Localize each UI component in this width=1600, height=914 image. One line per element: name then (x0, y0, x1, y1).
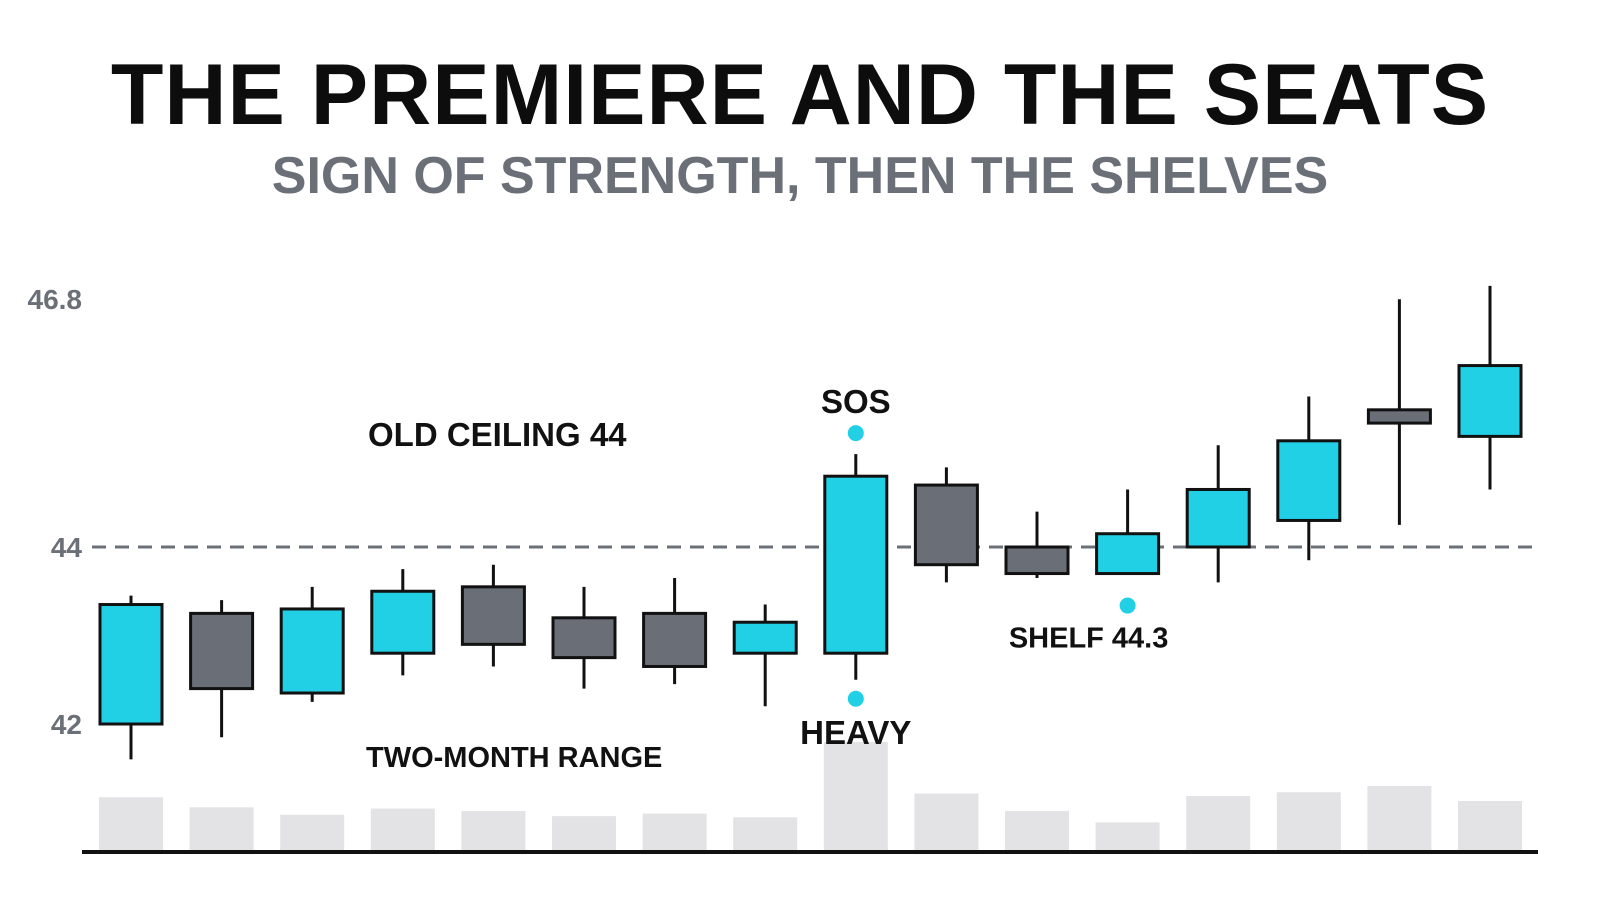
volume-bar (280, 814, 345, 850)
candles (98, 285, 1523, 760)
candle-body (370, 589, 436, 655)
reference-line-label: OLD CEILING 44 (368, 416, 627, 453)
candle (98, 595, 164, 760)
marker-dot (847, 425, 864, 442)
candle (1366, 299, 1432, 525)
volume-bar (1005, 811, 1069, 850)
volume-bar (461, 811, 526, 850)
candle-body (1185, 487, 1251, 549)
volume-bar (370, 808, 435, 850)
annotation-label: SHELF 44.3 (1009, 623, 1169, 655)
candle (1185, 445, 1251, 583)
candle (732, 604, 798, 707)
candle-body (1004, 545, 1070, 576)
candle (1276, 396, 1342, 561)
candle (642, 577, 708, 685)
y-axis-ticks: 42 44 46.8 (28, 284, 83, 740)
volume-bar (189, 807, 254, 850)
candle (370, 569, 436, 676)
candle-body (642, 611, 708, 668)
volume-bar (1367, 785, 1432, 850)
candle (189, 600, 255, 738)
volume-bar (1186, 796, 1251, 850)
candle-body (823, 474, 889, 655)
candle (551, 586, 617, 689)
annotation-label: SOS (821, 383, 891, 420)
candle (1095, 489, 1161, 576)
volume-bar (914, 793, 979, 850)
candle-body (460, 585, 526, 646)
volume-bar (1458, 801, 1522, 850)
candle-body (1457, 364, 1523, 438)
candle-body (1276, 439, 1342, 522)
volume-bar (552, 816, 616, 850)
candle (460, 564, 526, 667)
annotation-label: HEAVY (800, 714, 911, 751)
marker-dot (1119, 597, 1136, 614)
candle-body (1095, 532, 1161, 576)
candle-body (732, 620, 798, 655)
volume-bar (823, 742, 888, 850)
range-label: TWO-MONTH RANGE (366, 742, 662, 774)
annotations: OLD CEILING 44 SOS HEAVY SHELF 44.3 TWO-MONT… (366, 383, 1168, 774)
marker-dot (847, 690, 864, 707)
volume-bar (642, 813, 707, 850)
candle-body (913, 483, 979, 567)
volume-bar (99, 797, 163, 850)
candle (1004, 511, 1070, 578)
candle (913, 467, 979, 583)
chart-title: THE PREMIERE AND THE SEATS (110, 47, 1490, 143)
volume-bars (99, 742, 1522, 850)
volume-bar (1095, 822, 1160, 850)
candle-body (189, 611, 255, 691)
candle-body (98, 603, 164, 726)
volume-bar (733, 817, 798, 850)
candle-body (279, 607, 345, 695)
y-tick-label: 42 (51, 709, 82, 740)
volume-bar (1276, 792, 1341, 850)
y-tick-label: 46.8 (28, 284, 83, 315)
y-tick-label: 44 (51, 532, 83, 563)
candle-body (1366, 408, 1432, 425)
chart-subtitle: SIGN OF STRENGTH, THEN THE SHELVES (271, 147, 1329, 205)
candle (279, 586, 345, 702)
candle (1457, 285, 1523, 490)
candle-body (551, 616, 617, 660)
candle (823, 454, 889, 680)
